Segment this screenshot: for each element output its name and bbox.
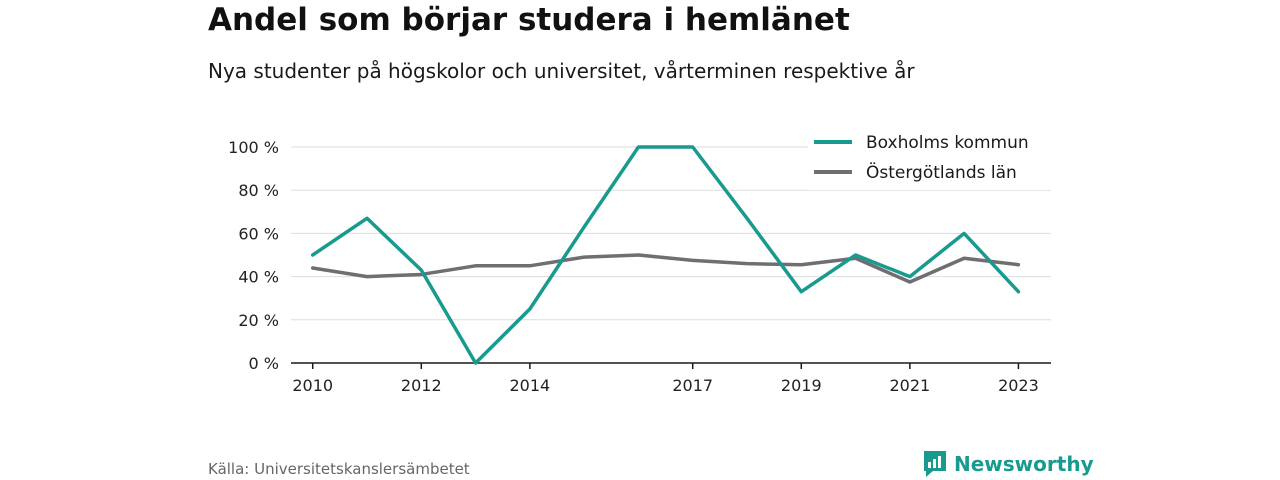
series-line bbox=[310, 253, 1021, 284]
x-tick-label: 2014 bbox=[509, 376, 550, 395]
x-tick-label: 2023 bbox=[998, 376, 1039, 395]
brand-logo: Newsworthy bbox=[922, 450, 1094, 478]
x-tick-label: 2017 bbox=[672, 376, 713, 395]
line-chart: 0 %20 %40 %60 %80 %100 % 2010 2012 2014 201… bbox=[228, 128, 1052, 395]
legend-label: Östergötlands län bbox=[866, 161, 1017, 183]
y-tick-label: 60 % bbox=[238, 224, 279, 243]
brand-name: Newsworthy bbox=[954, 452, 1094, 476]
series-lines bbox=[310, 145, 1021, 365]
y-tick-label: 20 % bbox=[238, 311, 279, 330]
x-tick-label: 2010 bbox=[292, 376, 333, 395]
x-axis-ticks: 2010 2012 2014 2017 2019 2021 2023 bbox=[292, 363, 1039, 395]
y-tick-label: 40 % bbox=[238, 268, 279, 287]
legend-label: Boxholms kommun bbox=[866, 133, 1029, 153]
x-tick-label: 2012 bbox=[401, 376, 442, 395]
bar-chart-logo-icon bbox=[924, 451, 946, 477]
source-note: Källa: Universitetskanslersämbetet bbox=[208, 460, 470, 478]
series-line bbox=[310, 145, 1021, 365]
y-axis-ticks: 0 % 20 % 40 % 60 % 80 % 100 % bbox=[228, 138, 279, 373]
chart-subtitle: Nya studenter på högskolor och universit… bbox=[208, 59, 915, 83]
y-tick-label: 0 % bbox=[249, 354, 279, 373]
legend-background bbox=[808, 128, 1052, 190]
y-tick-label: 80 % bbox=[238, 181, 279, 200]
x-tick-label: 2021 bbox=[889, 376, 930, 395]
chart-title: Andel som börjar studera i hemlänet bbox=[208, 2, 850, 38]
legend: Boxholms kommun Östergötlands län bbox=[808, 128, 1052, 190]
y-tick-label: 100 % bbox=[228, 138, 279, 157]
x-tick-label: 2019 bbox=[781, 376, 822, 395]
